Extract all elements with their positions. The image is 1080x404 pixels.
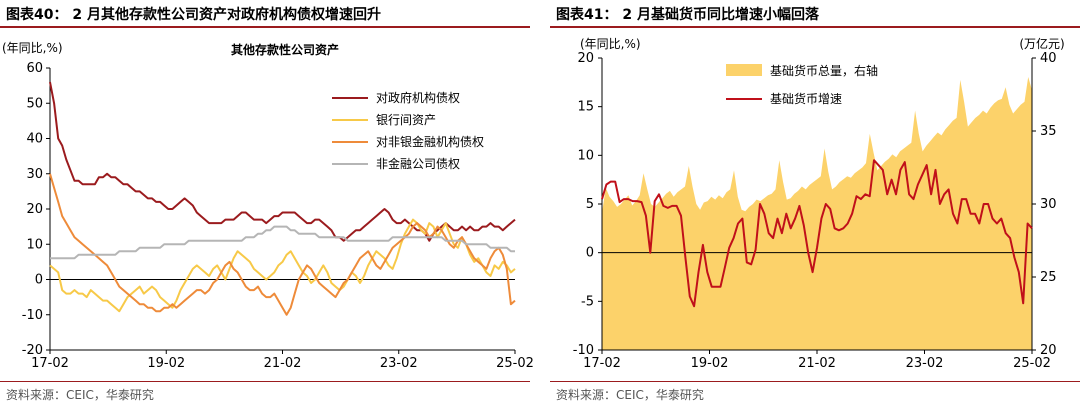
right-y-tick-label: -5 bbox=[581, 294, 594, 309]
right-x-tick-label: 25-02 bbox=[1013, 356, 1051, 371]
left-line-chart: (年同比,%) 其他存款性公司资产 -20 -10 0 10 20 30 40 50 60 17-02… bbox=[2, 41, 534, 371]
left-y-tick-label: -10 bbox=[22, 308, 43, 323]
right-legend-swatch-area bbox=[726, 64, 762, 76]
right-x-tick-label: 17-02 bbox=[583, 356, 621, 371]
right-x-tick-label: 19-02 bbox=[691, 356, 729, 371]
left-source-note: 资料来源：CEIC，华泰研究 bbox=[6, 388, 154, 402]
right-title-rule bbox=[550, 26, 1080, 28]
left-y-tick-label: 10 bbox=[26, 237, 43, 252]
left-legend-label-1: 对政府机构债权 bbox=[376, 90, 460, 105]
left-chart-subtitle: 其他存款性公司资产 bbox=[231, 42, 339, 57]
left-y-axis-unit: (年同比,%) bbox=[2, 41, 63, 55]
right-legend-label-area: 基础货币总量，右轴 bbox=[770, 63, 878, 78]
right-y2-tick-label: 35 bbox=[1040, 124, 1057, 139]
left-legend-label-4: 非金融公司债权 bbox=[376, 156, 460, 171]
right-y2-tick-label: 20 bbox=[1040, 343, 1057, 358]
left-series-line-1 bbox=[49, 81, 516, 242]
right-area-line-chart: (年同比,%) (万亿元) -10 -5 0 5 10 15 20 20 25 30 35 40 17-02… bbox=[573, 36, 1065, 371]
left-y-tick-label: 30 bbox=[26, 167, 43, 182]
right-y-tick-label: -10 bbox=[573, 343, 594, 358]
right-line-series bbox=[601, 159, 1033, 308]
left-legend-label-3: 对非银金融机构债权 bbox=[376, 134, 484, 149]
right-y-tick-label: 15 bbox=[577, 100, 594, 115]
right-y-tick-label: 10 bbox=[577, 148, 594, 163]
left-y-tick-label: 60 bbox=[26, 61, 43, 76]
right-chart-panel: 图表41： 2 月基础货币同比增速小幅回落 (年同比,%) (万亿元) -10 -5 0… bbox=[550, 0, 1080, 404]
left-y-tick-label: -20 bbox=[22, 343, 43, 358]
right-y-axis-unit: (年同比,%) bbox=[580, 37, 641, 51]
left-title-rule bbox=[0, 26, 530, 28]
right-source-rule bbox=[550, 381, 1080, 382]
right-y2-tick-label: 25 bbox=[1040, 270, 1057, 285]
right-x-tick-label: 23-02 bbox=[906, 356, 944, 371]
right-chart-title: 图表41： 2 月基础货币同比增速小幅回落 bbox=[556, 7, 819, 23]
left-y-tick-label: 0 bbox=[35, 273, 43, 288]
left-source-rule bbox=[0, 381, 530, 382]
right-y2-tick-label: 40 bbox=[1040, 51, 1057, 66]
right-y-tick-label: 5 bbox=[586, 197, 594, 212]
right-y-tick-label: 0 bbox=[586, 246, 594, 261]
left-legend-label-2: 银行间资产 bbox=[376, 113, 436, 127]
left-x-tick-label: 23-02 bbox=[380, 356, 418, 371]
left-x-tick-label: 19-02 bbox=[147, 356, 185, 371]
left-y-tick-label: 50 bbox=[26, 96, 43, 111]
right-legend-label-line: 基础货币增速 bbox=[770, 91, 842, 106]
left-x-tick-label: 25-02 bbox=[496, 356, 534, 371]
right-area-series bbox=[602, 77, 1032, 350]
left-series-line-3 bbox=[49, 173, 516, 316]
left-series-line-2 bbox=[49, 218, 516, 313]
right-x-tick-label: 21-02 bbox=[798, 356, 836, 371]
left-chart-panel: 图表40： 2 月其他存款性公司资产对政府机构债权增速回升 (年同比,%) 其他存… bbox=[0, 0, 534, 404]
right-y2-tick-label: 30 bbox=[1040, 197, 1057, 212]
left-chart-title: 图表40： 2 月其他存款性公司资产对政府机构债权增速回升 bbox=[6, 7, 381, 23]
left-x-tick-label: 21-02 bbox=[264, 356, 302, 371]
left-y-tick-label: 40 bbox=[26, 132, 43, 147]
right-source-note: 资料来源：CEIC，华泰研究 bbox=[556, 388, 704, 402]
left-x-tick-label: 17-02 bbox=[31, 356, 69, 371]
left-series-line-4 bbox=[50, 225, 515, 260]
right-y2-axis-unit: (万亿元) bbox=[1019, 36, 1064, 51]
right-y-tick-label: 20 bbox=[577, 51, 594, 66]
left-y-tick-label: 20 bbox=[26, 202, 43, 217]
